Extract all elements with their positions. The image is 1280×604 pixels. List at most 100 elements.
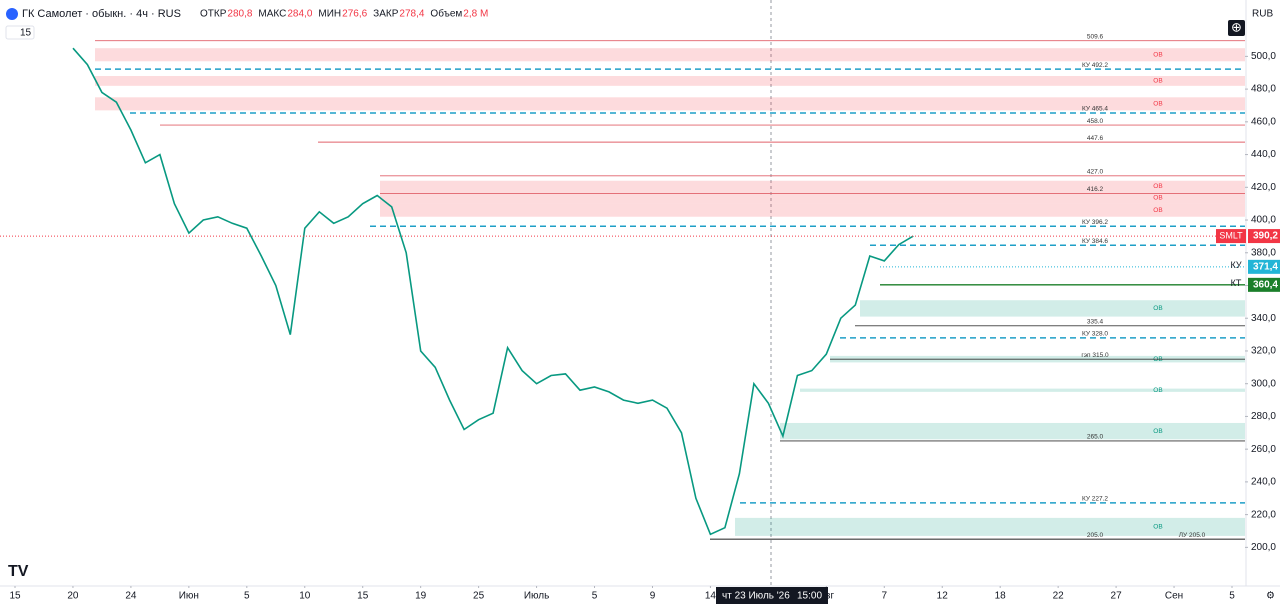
y-tick-label: 460,0	[1251, 116, 1276, 127]
price-tag	[1248, 277, 1280, 292]
y-tick-label: 320,0	[1251, 346, 1276, 357]
crosshair-date: чт 23 Июль '26	[722, 591, 790, 602]
level-label: 447.6	[1087, 135, 1104, 142]
ohlc-key: МИН	[318, 9, 341, 20]
y-tick-label: 440,0	[1251, 149, 1276, 160]
zone-label: OB	[1153, 195, 1162, 202]
order-block	[735, 517, 1245, 536]
level-label: КУ 227.2	[1082, 496, 1108, 503]
level-label: 458.0	[1087, 118, 1104, 125]
ohlc-value: 280,8	[227, 9, 252, 20]
symbol-icon[interactable]	[6, 8, 18, 20]
price-tag-name-bg	[1216, 229, 1246, 244]
price-tag-name: КТ	[1231, 278, 1242, 288]
crosshair-label-bg	[716, 587, 828, 604]
x-tick-label: 24	[125, 591, 137, 602]
ohlc-value: 278,4	[399, 9, 424, 20]
ohlc-key: ЗАКР	[373, 9, 399, 20]
x-tick-label: 25	[473, 591, 485, 602]
level-label: гэп 315.0	[1081, 352, 1109, 359]
price-tag	[1248, 259, 1280, 274]
level-label: 205.0	[1087, 532, 1104, 539]
price-tag-value: 371,4	[1253, 261, 1278, 272]
order-block	[95, 97, 1245, 111]
order-block	[95, 48, 1245, 62]
zone-label: OB	[1153, 51, 1162, 58]
ohlc-value: 276,6	[342, 9, 367, 20]
order-block	[380, 192, 1245, 204]
order-block	[95, 76, 1245, 86]
y-tick-label: 280,0	[1251, 411, 1276, 422]
zone-label: OB	[1153, 207, 1162, 214]
x-tick-label: 10	[299, 591, 311, 602]
zone-label: OB	[1153, 305, 1162, 312]
currency[interactable]: RUB	[1252, 9, 1273, 20]
y-tick-label: 220,0	[1251, 509, 1276, 520]
x-tick-label: 27	[1111, 591, 1123, 602]
x-tick-label: 9	[650, 591, 656, 602]
y-tick-label: 300,0	[1251, 378, 1276, 389]
zone-label: OB	[1153, 183, 1162, 190]
zone-label: OB	[1153, 78, 1162, 85]
indicator-toggle[interactable]	[5, 25, 35, 40]
level-label: КУ 492.2	[1082, 62, 1108, 69]
zone-label: OB	[1153, 387, 1162, 394]
x-tick-label: 14	[705, 591, 717, 602]
order-block	[380, 180, 1245, 193]
y-tick-label: 380,0	[1251, 247, 1276, 258]
y-tick-label: 200,0	[1251, 542, 1276, 553]
x-tick-label: 7	[882, 591, 888, 602]
price-tag-name: SMLT	[1219, 230, 1243, 240]
x-tick-label: Июн	[179, 591, 199, 602]
ohlc-key: ОТКР	[200, 9, 227, 20]
price-tag-value: 360,4	[1253, 279, 1278, 290]
x-tick-label: 19	[415, 591, 427, 602]
level-label: 335.4	[1087, 318, 1104, 325]
level-label: 265.0	[1087, 434, 1104, 441]
y-tick-label: 500,0	[1251, 51, 1276, 62]
ohlc-key: Объем	[430, 8, 462, 20]
x-tick-label: 15	[357, 591, 369, 602]
indicator-count[interactable]: 15	[20, 28, 32, 39]
price-tag	[1248, 229, 1280, 244]
add-button[interactable]	[1228, 20, 1245, 36]
ohlc-value: 284,0	[287, 9, 312, 20]
order-block	[800, 388, 1245, 392]
level-label: КУ 396.2	[1082, 219, 1108, 226]
y-tick-label: 400,0	[1251, 215, 1276, 226]
x-tick-label: Июль	[524, 591, 550, 602]
level-label: 509.6	[1087, 33, 1104, 40]
level-label: ЛУ 205.0	[1179, 532, 1206, 539]
level-label: КУ 384.6	[1082, 238, 1108, 245]
y-tick-label: 240,0	[1251, 477, 1276, 488]
y-tick-label: 340,0	[1251, 313, 1276, 324]
x-tick-label: 18	[995, 591, 1007, 602]
zone-label: OB	[1153, 524, 1162, 531]
x-tick-label: 22	[1053, 591, 1065, 602]
logo[interactable]: TV	[8, 563, 29, 580]
price-tag-name: КУ	[1230, 260, 1241, 270]
crosshair-time: 15:00	[797, 591, 822, 602]
symbol-title[interactable]: ГК Самолет · обыкн. · 4ч · RUS	[22, 8, 181, 20]
ohlc-key: МАКС	[258, 9, 286, 20]
order-block	[780, 422, 1245, 440]
level-label: КУ 328.0	[1082, 331, 1108, 338]
price-tag-value: 390,2	[1253, 231, 1278, 242]
add-icon[interactable]: ⊕	[1231, 19, 1242, 34]
level-label: 416.2	[1087, 186, 1104, 193]
ohlc-value: 2,8 M	[463, 9, 488, 20]
level-label: КУ 465.4	[1082, 106, 1108, 113]
ohlc-legend: ОТКР 280,8 МАКС 284,0 МИН 276,6 ЗАКР 278,4 Объем…	[200, 8, 488, 20]
y-tick-label: 260,0	[1251, 444, 1276, 455]
zone-label: OB	[1153, 101, 1162, 108]
x-tick-label: 5	[592, 591, 598, 602]
order-block	[860, 300, 1245, 317]
level-label: 427.0	[1087, 169, 1104, 176]
x-tick-label: 20	[67, 591, 79, 602]
zone-label: OB	[1153, 428, 1162, 435]
settings-icon[interactable]: ⚙	[1266, 591, 1275, 602]
x-tick-label: Сен	[1165, 591, 1183, 602]
x-tick-label: 15	[9, 591, 21, 602]
